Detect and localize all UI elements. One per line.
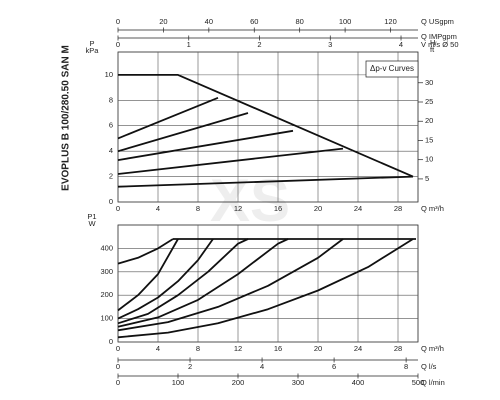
- extra-axis-tick-label: 2: [188, 362, 192, 371]
- y2-tick-label: 10: [425, 155, 433, 164]
- y-tick-label: 0: [109, 197, 113, 206]
- y-axis-label: P: [89, 39, 94, 48]
- extra-axis-tick-label: 2: [257, 40, 261, 49]
- curve: [117, 238, 214, 320]
- x-tick-label: 12: [234, 344, 242, 353]
- extra-axis-tick-label: 4: [260, 362, 264, 371]
- curve: [117, 238, 179, 312]
- curve: [117, 129, 294, 161]
- extra-axis-tick-label: 40: [205, 17, 213, 26]
- y-axis-label: P1: [87, 212, 96, 221]
- y-tick-label: 8: [109, 95, 113, 104]
- x-tick-label: 12: [234, 204, 242, 213]
- y-tick-label: 100: [100, 314, 113, 323]
- extra-axis-tick-label: 80: [296, 17, 304, 26]
- extra-axis-label: Q IMPgpm: [421, 32, 457, 41]
- x-tick-label: 28: [394, 344, 402, 353]
- extra-axis-tick-label: 100: [339, 17, 352, 26]
- y-axis-unit: kPa: [86, 46, 100, 55]
- x-axis-label: Q m³/h: [421, 344, 444, 353]
- curve: [117, 175, 414, 188]
- y-tick-label: 4: [109, 146, 113, 155]
- y-tick-label: 0: [109, 337, 113, 346]
- extra-axis-tick-label: 0: [116, 378, 120, 387]
- y-tick-label: 6: [109, 121, 113, 130]
- y2-axis-unit: ft: [430, 45, 435, 54]
- x-axis-label: Q m³/h: [421, 204, 444, 213]
- extra-axis-label: Q l/min: [421, 378, 445, 387]
- y2-tick-label: 30: [425, 78, 433, 87]
- extra-axis-tick-label: 6: [332, 362, 336, 371]
- extra-axis-tick-label: 120: [384, 17, 397, 26]
- y-tick-label: 10: [105, 70, 113, 79]
- y-tick-label: 200: [100, 290, 113, 299]
- x-tick-label: 8: [196, 344, 200, 353]
- x-tick-label: 28: [394, 204, 402, 213]
- watermark: XS: [210, 167, 290, 234]
- x-tick-label: 20: [314, 344, 322, 353]
- x-tick-label: 4: [156, 344, 160, 353]
- extra-axis-tick-label: 100: [172, 378, 185, 387]
- legend-box: [365, 60, 419, 78]
- x-tick-label: 16: [274, 204, 282, 213]
- extra-axis-tick-label: 200: [232, 378, 245, 387]
- extra-axis-tick-label: 0: [116, 40, 120, 49]
- y2-tick-label: 15: [425, 135, 433, 144]
- extra-axis-tick-label: 0: [116, 362, 120, 371]
- extra-axis-tick-label: 3: [328, 40, 332, 49]
- extra-axis-label: V m/s Ø 50: [421, 40, 459, 49]
- x-tick-label: 16: [274, 344, 282, 353]
- curve: [117, 238, 414, 339]
- extra-axis-label: Q l/s: [421, 362, 437, 371]
- extra-axis-tick-label: 4: [399, 40, 403, 49]
- x-tick-label: 8: [196, 204, 200, 213]
- x-tick-label: 4: [156, 204, 160, 213]
- curve: [118, 74, 414, 178]
- plot-frame: [117, 224, 419, 343]
- extra-axis-tick-label: 400: [352, 378, 365, 387]
- extra-axis-tick-label: 500: [412, 378, 425, 387]
- y2-tick-label: 5: [425, 174, 429, 183]
- extra-axis-tick-label: 20: [159, 17, 167, 26]
- y-tick-label: 400: [100, 243, 113, 252]
- curve: [117, 238, 249, 325]
- legend-text: Δp-v Curves: [370, 64, 414, 73]
- y2-tick-label: 25: [425, 97, 433, 106]
- y2-tick-label: 20: [425, 116, 433, 125]
- extra-axis-tick-label: 8: [404, 362, 408, 371]
- curve: [117, 96, 219, 140]
- curve: [117, 238, 344, 332]
- extra-axis-label: Q USgpm: [421, 17, 454, 26]
- extra-axis-tick-label: 1: [187, 40, 191, 49]
- extra-axis-tick-label: 300: [292, 378, 305, 387]
- x-tick-label: 24: [354, 204, 362, 213]
- curve: [117, 147, 344, 175]
- x-tick-label: 0: [116, 204, 120, 213]
- extra-axis-tick-label: 0: [116, 17, 120, 26]
- curve: [117, 238, 289, 328]
- curve: [117, 112, 249, 153]
- y2-axis-label: H: [430, 38, 435, 47]
- x-tick-label: 24: [354, 344, 362, 353]
- y-tick-label: 300: [100, 267, 113, 276]
- chart-title: EVOPLUS B 100/280.50 SAN M: [61, 45, 72, 191]
- y-axis-unit: W: [88, 219, 96, 228]
- y-tick-label: 2: [109, 172, 113, 181]
- curve: [117, 238, 174, 265]
- extra-axis-tick-label: 60: [250, 17, 258, 26]
- x-tick-label: 0: [116, 344, 120, 353]
- x-tick-label: 20: [314, 204, 322, 213]
